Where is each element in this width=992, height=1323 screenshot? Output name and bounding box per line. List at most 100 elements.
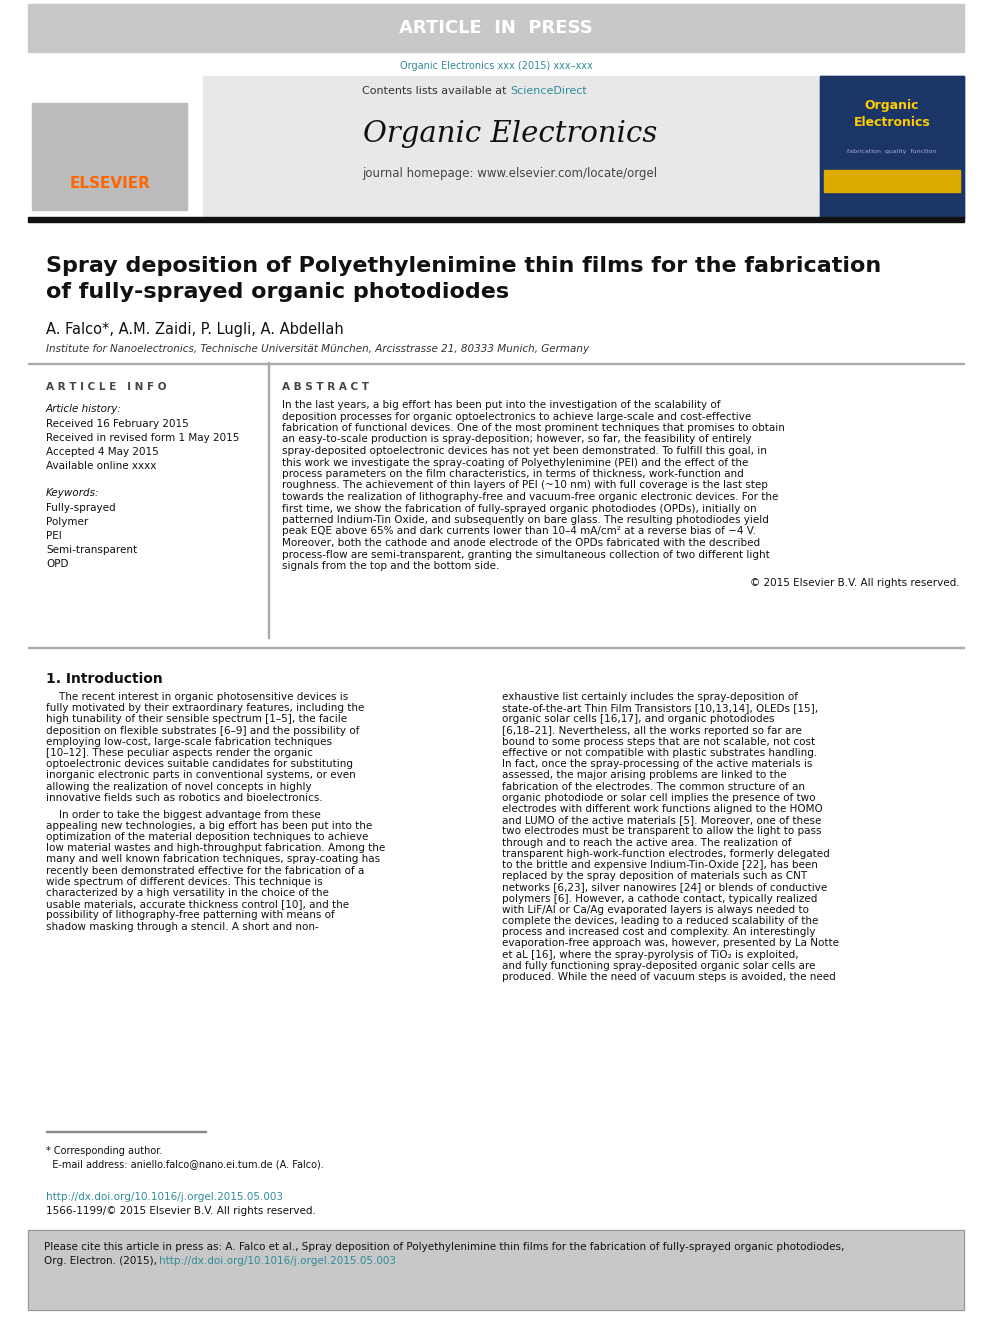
Text: characterized by a high versatility in the choice of the: characterized by a high versatility in t… [46,888,329,898]
Text: process-flow are semi-transparent, granting the simultaneous collection of two d: process-flow are semi-transparent, grant… [282,549,770,560]
Text: low material wastes and high-throughput fabrication. Among the: low material wastes and high-throughput … [46,843,385,853]
Text: 1. Introduction: 1. Introduction [46,672,163,687]
Bar [203,75,818,218]
Text: fabrication of functional devices. One of the most prominent techniques that pro: fabrication of functional devices. One o… [282,423,785,433]
Text: produced. While the need of vacuum steps is avoided, the need: produced. While the need of vacuum steps… [502,972,835,982]
Text: usable materials, accurate thickness control [10], and the: usable materials, accurate thickness con… [46,900,349,909]
Text: fabrication  quality  function: fabrication quality function [847,148,936,153]
Bar [820,75,964,218]
Text: Keywords:: Keywords: [46,488,99,497]
Text: PEI: PEI [46,531,62,541]
Bar [268,363,269,638]
Text: Contents lists available at: Contents lists available at [362,86,510,97]
Text: http://dx.doi.org/10.1016/j.orgel.2015.05.003: http://dx.doi.org/10.1016/j.orgel.2015.0… [159,1256,396,1266]
Text: polymers [6]. However, a cathode contact, typically realized: polymers [6]. However, a cathode contact… [502,893,817,904]
Text: Moreover, both the cathode and anode electrode of the OPDs fabricated with the d: Moreover, both the cathode and anode ele… [282,538,760,548]
Text: fabrication of the electrodes. The common structure of an: fabrication of the electrodes. The commo… [502,782,805,791]
Text: Received 16 February 2015: Received 16 February 2015 [46,419,188,429]
Text: Spray deposition of Polyethylenimine thin films for the fabrication
of fully-spr: Spray deposition of Polyethylenimine thi… [46,255,881,302]
Text: et aL [16], where the spray-pyrolysis of TiO₂ is exploited,: et aL [16], where the spray-pyrolysis of… [502,950,799,959]
Text: networks [6,23], silver nanowires [24] or blends of conductive: networks [6,23], silver nanowires [24] o… [502,882,827,893]
Bar [824,169,960,192]
Text: [6,18–21]. Nevertheless, all the works reported so far are: [6,18–21]. Nevertheless, all the works r… [502,725,802,736]
Text: Org. Electron. (2015),: Org. Electron. (2015), [44,1256,161,1266]
Text: bound to some process steps that are not scalable, not cost: bound to some process steps that are not… [502,737,815,746]
Text: state-of-the-art Thin Film Transistors [10,13,14], OLEDs [15],: state-of-the-art Thin Film Transistors [… [502,704,818,713]
Text: shadow masking through a stencil. A short and non-: shadow masking through a stencil. A shor… [46,922,318,931]
Text: many and well known fabrication techniques, spray-coating has: many and well known fabrication techniqu… [46,855,380,864]
Text: high tunability of their sensible spectrum [1–5], the facile: high tunability of their sensible spectr… [46,714,347,725]
Text: Available online xxxx: Available online xxxx [46,460,157,471]
Text: Organic Electronics xxx (2015) xxx–xxx: Organic Electronics xxx (2015) xxx–xxx [400,61,592,71]
Text: E-mail address: aniello.falco@nano.ei.tum.de (A. Falco).: E-mail address: aniello.falco@nano.ei.tu… [46,1159,323,1170]
Text: evaporation-free approach was, however, presented by La Notte: evaporation-free approach was, however, … [502,938,839,949]
Text: http://dx.doi.org/10.1016/j.orgel.2015.05.003: http://dx.doi.org/10.1016/j.orgel.2015.0… [46,1192,283,1203]
Text: Semi-transparent: Semi-transparent [46,545,137,556]
Text: * Corresponding author.: * Corresponding author. [46,1146,163,1156]
Text: through and to reach the active area. The realization of: through and to reach the active area. Th… [502,837,792,848]
Text: fully motivated by their extraordinary features, including the: fully motivated by their extraordinary f… [46,704,364,713]
Text: exhaustive list certainly includes the spray-deposition of: exhaustive list certainly includes the s… [502,692,798,703]
Text: OPD: OPD [46,560,68,569]
Text: and LUMO of the active materials [5]. Moreover, one of these: and LUMO of the active materials [5]. Mo… [502,815,821,826]
Text: In the last years, a big effort has been put into the investigation of the scala: In the last years, a big effort has been… [282,400,720,410]
Text: optimization of the material deposition techniques to achieve: optimization of the material deposition … [46,832,368,841]
Text: Received in revised form 1 May 2015: Received in revised form 1 May 2015 [46,433,239,443]
Text: innovative fields such as robotics and bioelectronics.: innovative fields such as robotics and b… [46,792,322,803]
Text: Organic
Electronics: Organic Electronics [854,99,930,128]
Bar [28,217,964,222]
Text: ARTICLE  IN  PRESS: ARTICLE IN PRESS [399,19,593,37]
Text: allowing the realization of novel concepts in highly: allowing the realization of novel concep… [46,782,311,791]
Text: assessed, the major arising problems are linked to the: assessed, the major arising problems are… [502,770,787,781]
Text: and fully functioning spray-deposited organic solar cells are: and fully functioning spray-deposited or… [502,960,815,971]
Bar [28,1230,964,1310]
Bar [820,75,964,218]
Text: organic solar cells [16,17], and organic photodiodes: organic solar cells [16,17], and organic… [502,714,775,725]
Text: an easy-to-scale production is spray-deposition; however, so far, the feasibilit: an easy-to-scale production is spray-dep… [282,434,752,445]
Text: process and increased cost and complexity. An interestingly: process and increased cost and complexit… [502,927,815,937]
Text: two electrodes must be transparent to allow the light to pass: two electrodes must be transparent to al… [502,827,821,836]
Text: patterned Indium-Tin Oxide, and subsequently on bare glass. The resulting photod: patterned Indium-Tin Oxide, and subseque… [282,515,769,525]
Bar [32,103,187,210]
Text: In order to take the biggest advantage from these: In order to take the biggest advantage f… [46,810,320,820]
Text: deposition on flexible substrates [6–9] and the possibility of: deposition on flexible substrates [6–9] … [46,725,359,736]
Text: Polymer: Polymer [46,517,88,527]
Text: spray-deposited optoelectronic devices has not yet been demonstrated. To fulfill: spray-deposited optoelectronic devices h… [282,446,767,456]
Text: electrodes with different work functions aligned to the HOMO: electrodes with different work functions… [502,804,822,814]
Text: recently been demonstrated effective for the fabrication of a: recently been demonstrated effective for… [46,865,364,876]
Text: In fact, once the spray-processing of the active materials is: In fact, once the spray-processing of th… [502,759,812,769]
Text: effective or not compatible with plastic substrates handling.: effective or not compatible with plastic… [502,747,817,758]
Text: transparent high-work-function electrodes, formerly delegated: transparent high-work-function electrode… [502,849,829,859]
Text: wide spectrum of different devices. This technique is: wide spectrum of different devices. This… [46,877,322,886]
Text: 1566-1199/© 2015 Elsevier B.V. All rights reserved.: 1566-1199/© 2015 Elsevier B.V. All right… [46,1207,315,1216]
Text: Organic Electronics: Organic Electronics [363,120,657,148]
Text: Please cite this article in press as: A. Falco et al., Spray deposition of Polye: Please cite this article in press as: A.… [44,1242,844,1252]
Text: [10–12]. These peculiar aspects render the organic: [10–12]. These peculiar aspects render t… [46,747,312,758]
Text: peak EQE above 65% and dark currents lower than 10–4 mA/cm² at a reverse bias of: peak EQE above 65% and dark currents low… [282,527,756,537]
Bar [28,75,203,218]
Text: possibility of lithography-free patterning with means of: possibility of lithography-free patterni… [46,910,334,921]
Text: to the brittle and expensive Indium-Tin-Oxide [22], has been: to the brittle and expensive Indium-Tin-… [502,860,817,871]
Text: organic photodiode or solar cell implies the presence of two: organic photodiode or solar cell implies… [502,792,815,803]
Text: Fully-sprayed: Fully-sprayed [46,503,116,513]
Text: with LiF/Al or Ca/Ag evaporated layers is always needed to: with LiF/Al or Ca/Ag evaporated layers i… [502,905,808,914]
Bar [28,1230,964,1310]
Text: first time, we show the fabrication of fully-sprayed organic photodiodes (OPDs),: first time, we show the fabrication of f… [282,504,757,513]
Text: A B S T R A C T: A B S T R A C T [282,382,369,392]
Text: this work we investigate the spray-coating of Polyethylenimine (PEI) and the eff: this work we investigate the spray-coati… [282,458,748,467]
Text: A. Falco*, A.M. Zaidi, P. Lugli, A. Abdellah: A. Falco*, A.M. Zaidi, P. Lugli, A. Abde… [46,321,344,337]
Text: The recent interest in organic photosensitive devices is: The recent interest in organic photosens… [46,692,348,703]
Text: ELSEVIER: ELSEVIER [69,176,151,192]
Text: Institute for Nanoelectronics, Technische Universität München, Arcisstrasse 21, : Institute for Nanoelectronics, Technisch… [46,344,589,355]
Text: © 2015 Elsevier B.V. All rights reserved.: © 2015 Elsevier B.V. All rights reserved… [750,578,960,589]
Text: replaced by the spray deposition of materials such as CNT: replaced by the spray deposition of mate… [502,872,807,881]
Text: signals from the top and the bottom side.: signals from the top and the bottom side… [282,561,499,572]
Text: optoelectronic devices suitable candidates for substituting: optoelectronic devices suitable candidat… [46,759,353,769]
Text: process parameters on the film characteristics, in terms of thickness, work-func: process parameters on the film character… [282,468,744,479]
Text: complete the devices, leading to a reduced scalability of the: complete the devices, leading to a reduc… [502,916,818,926]
Text: A R T I C L E   I N F O: A R T I C L E I N F O [46,382,167,392]
Text: journal homepage: www.elsevier.com/locate/orgel: journal homepage: www.elsevier.com/locat… [362,168,658,180]
Text: roughness. The achievement of thin layers of PEI (~10 nm) with full coverage is : roughness. The achievement of thin layer… [282,480,768,491]
Text: ScienceDirect: ScienceDirect [510,86,586,97]
Text: Article history:: Article history: [46,404,122,414]
